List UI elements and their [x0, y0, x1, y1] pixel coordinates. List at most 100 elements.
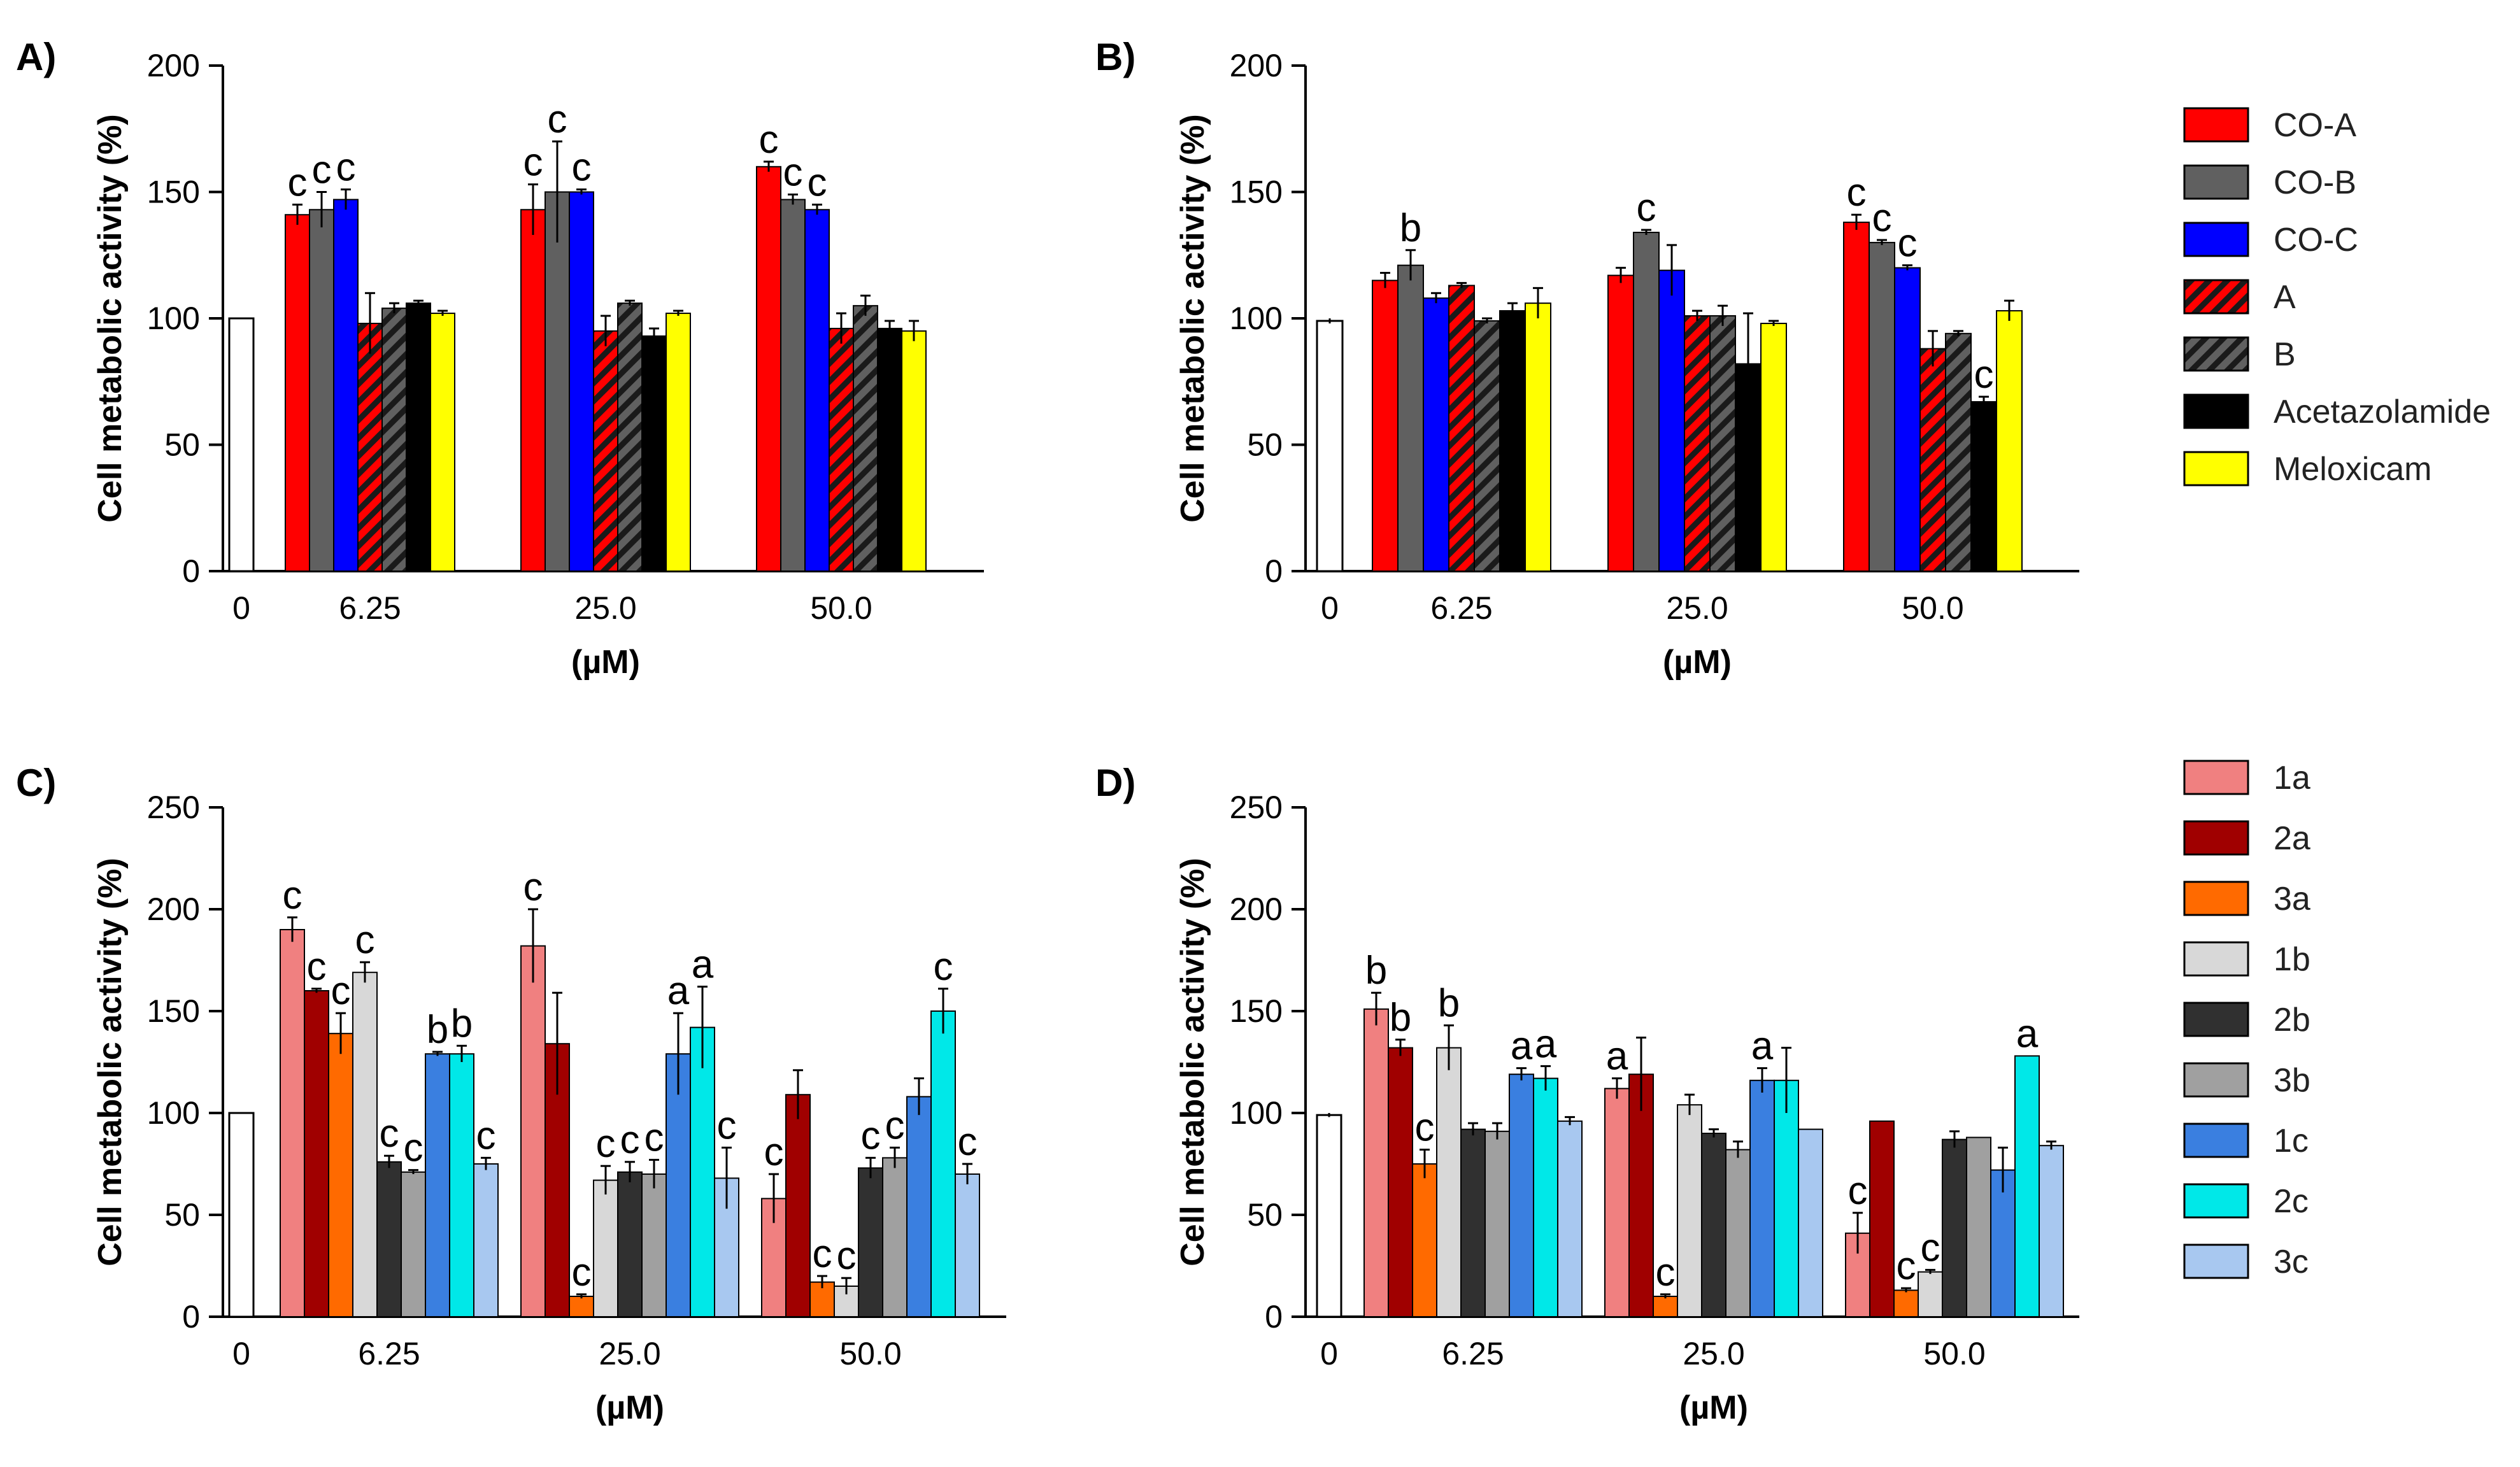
- bar-3a: [1893, 1289, 1919, 1318]
- bar-1c: [1749, 1079, 1775, 1318]
- legend-label: A: [2274, 279, 2296, 316]
- bar-co-c: [1423, 297, 1449, 572]
- bar-co-b: [1869, 241, 1895, 572]
- bar-co-c: [333, 199, 359, 572]
- significance-label: c: [717, 1103, 737, 1147]
- significance-label: b: [1400, 206, 1421, 250]
- legend-label: 2c: [2274, 1183, 2309, 1220]
- legend-swatch: [2183, 393, 2249, 429]
- x-axis-title: (µM): [1679, 1389, 1748, 1426]
- bar-acetazolamide: [877, 327, 902, 572]
- y-tick-label: 50: [1247, 1197, 1283, 1233]
- significance-label: c: [1848, 1169, 1868, 1213]
- significance-label: c: [764, 1130, 784, 1174]
- significance-label: c: [355, 918, 375, 962]
- bar-meloxicam: [430, 313, 455, 572]
- bar-meloxicam: [666, 313, 691, 572]
- significance-label: c: [885, 1103, 905, 1147]
- y-tick-label: 150: [1230, 174, 1283, 210]
- significance-label: c: [572, 146, 592, 190]
- y-axis-title: Cell metabolic activity (%): [1174, 114, 1211, 523]
- bar-3a: [569, 1296, 594, 1317]
- bar-3a: [1653, 1296, 1678, 1317]
- significance-label: c: [808, 160, 827, 204]
- bar-co-a: [1372, 280, 1399, 572]
- x-tick-label: 6.25: [1442, 1336, 1504, 1371]
- bar-meloxicam: [1525, 302, 1551, 572]
- legend-swatch: [2183, 881, 2249, 916]
- x-axis-title: (µM): [595, 1389, 664, 1426]
- bar-2c: [449, 1053, 474, 1317]
- significance-label: c: [1872, 196, 1892, 240]
- bar-co-b: [1633, 232, 1660, 572]
- legend-swatch: [2183, 107, 2249, 143]
- significance-label: c: [644, 1116, 664, 1160]
- legend-swatch: [2183, 1183, 2249, 1219]
- legend-top: CO-A CO-B CO-C AB Acetazolamide Meloxicam: [2183, 107, 2491, 488]
- legend-label: Acetazolamide: [2274, 393, 2491, 430]
- bar-1c: [1990, 1169, 2016, 1317]
- bar-co-c: [569, 191, 594, 572]
- y-tick-label: 0: [182, 1299, 200, 1335]
- x-tick-label: 6.25: [1430, 590, 1492, 626]
- significance-label: c: [861, 1114, 881, 1158]
- bar-a: [1448, 285, 1475, 572]
- legend-label: 1c: [2274, 1123, 2309, 1159]
- significance-label: b: [1390, 996, 1411, 1040]
- bar-a: [829, 327, 854, 572]
- y-tick-label: 250: [147, 790, 200, 825]
- bar-meloxicam: [1760, 322, 1787, 572]
- significance-label: c: [523, 865, 543, 909]
- x-tick-label: 6.25: [339, 590, 401, 626]
- significance-label: c: [331, 969, 351, 1013]
- y-tick-label: 100: [147, 1095, 200, 1131]
- bar-control: [1316, 320, 1344, 572]
- y-tick-label: 100: [1230, 301, 1283, 336]
- x-tick-label: 50.0: [839, 1336, 901, 1371]
- bar-1b: [1436, 1047, 1462, 1317]
- bar-1a: [1363, 1008, 1389, 1318]
- legend-label: B: [2274, 336, 2296, 373]
- bar-a: [1684, 315, 1711, 572]
- significance-label: c: [476, 1114, 496, 1158]
- bar-1a: [520, 945, 546, 1317]
- bar-3b: [1484, 1130, 1510, 1318]
- significance-label: a: [667, 969, 690, 1013]
- significance-label: c: [958, 1120, 978, 1164]
- significance-label: a: [2016, 1012, 2039, 1056]
- bar-1c: [425, 1053, 450, 1317]
- bar-meloxicam: [1996, 310, 2023, 572]
- bar-2b: [1942, 1138, 1967, 1317]
- significance-label: c: [548, 97, 567, 141]
- y-tick-label: 150: [147, 993, 200, 1029]
- bar-2c: [1774, 1079, 1799, 1318]
- significance-label: b: [427, 1008, 448, 1052]
- legend-swatch: [2183, 1002, 2249, 1037]
- legend-swatch: [2183, 1244, 2249, 1279]
- legend-swatch: [2183, 279, 2249, 315]
- bar-2a: [785, 1094, 811, 1317]
- y-tick-label: 0: [1265, 1299, 1283, 1335]
- legend-swatch: [2183, 222, 2249, 257]
- bar-co-a: [1843, 222, 1870, 572]
- bar-acetazolamide: [641, 335, 667, 572]
- bar-2c: [930, 1010, 956, 1317]
- bar-1b: [593, 1179, 618, 1317]
- x-tick-label: 0: [1321, 590, 1339, 626]
- x-tick-label: 25.0: [574, 590, 636, 626]
- significance-label: c: [596, 1122, 616, 1166]
- bar-co-a: [1607, 274, 1634, 572]
- bar-a: [357, 322, 383, 572]
- significance-label: c: [1415, 1106, 1435, 1150]
- x-tick-label: 6.25: [358, 1336, 420, 1371]
- bar-a: [593, 330, 618, 572]
- legend-label: 3a: [2274, 881, 2310, 918]
- bar-acetazolamide: [1970, 401, 1997, 572]
- significance-label: c: [1897, 1244, 1916, 1288]
- significance-label: c: [759, 118, 779, 162]
- bar-co-c: [1894, 267, 1921, 572]
- bar-b: [1945, 332, 1972, 572]
- x-tick-label: 50.0: [1923, 1336, 1985, 1371]
- significance-label: a: [1606, 1035, 1628, 1079]
